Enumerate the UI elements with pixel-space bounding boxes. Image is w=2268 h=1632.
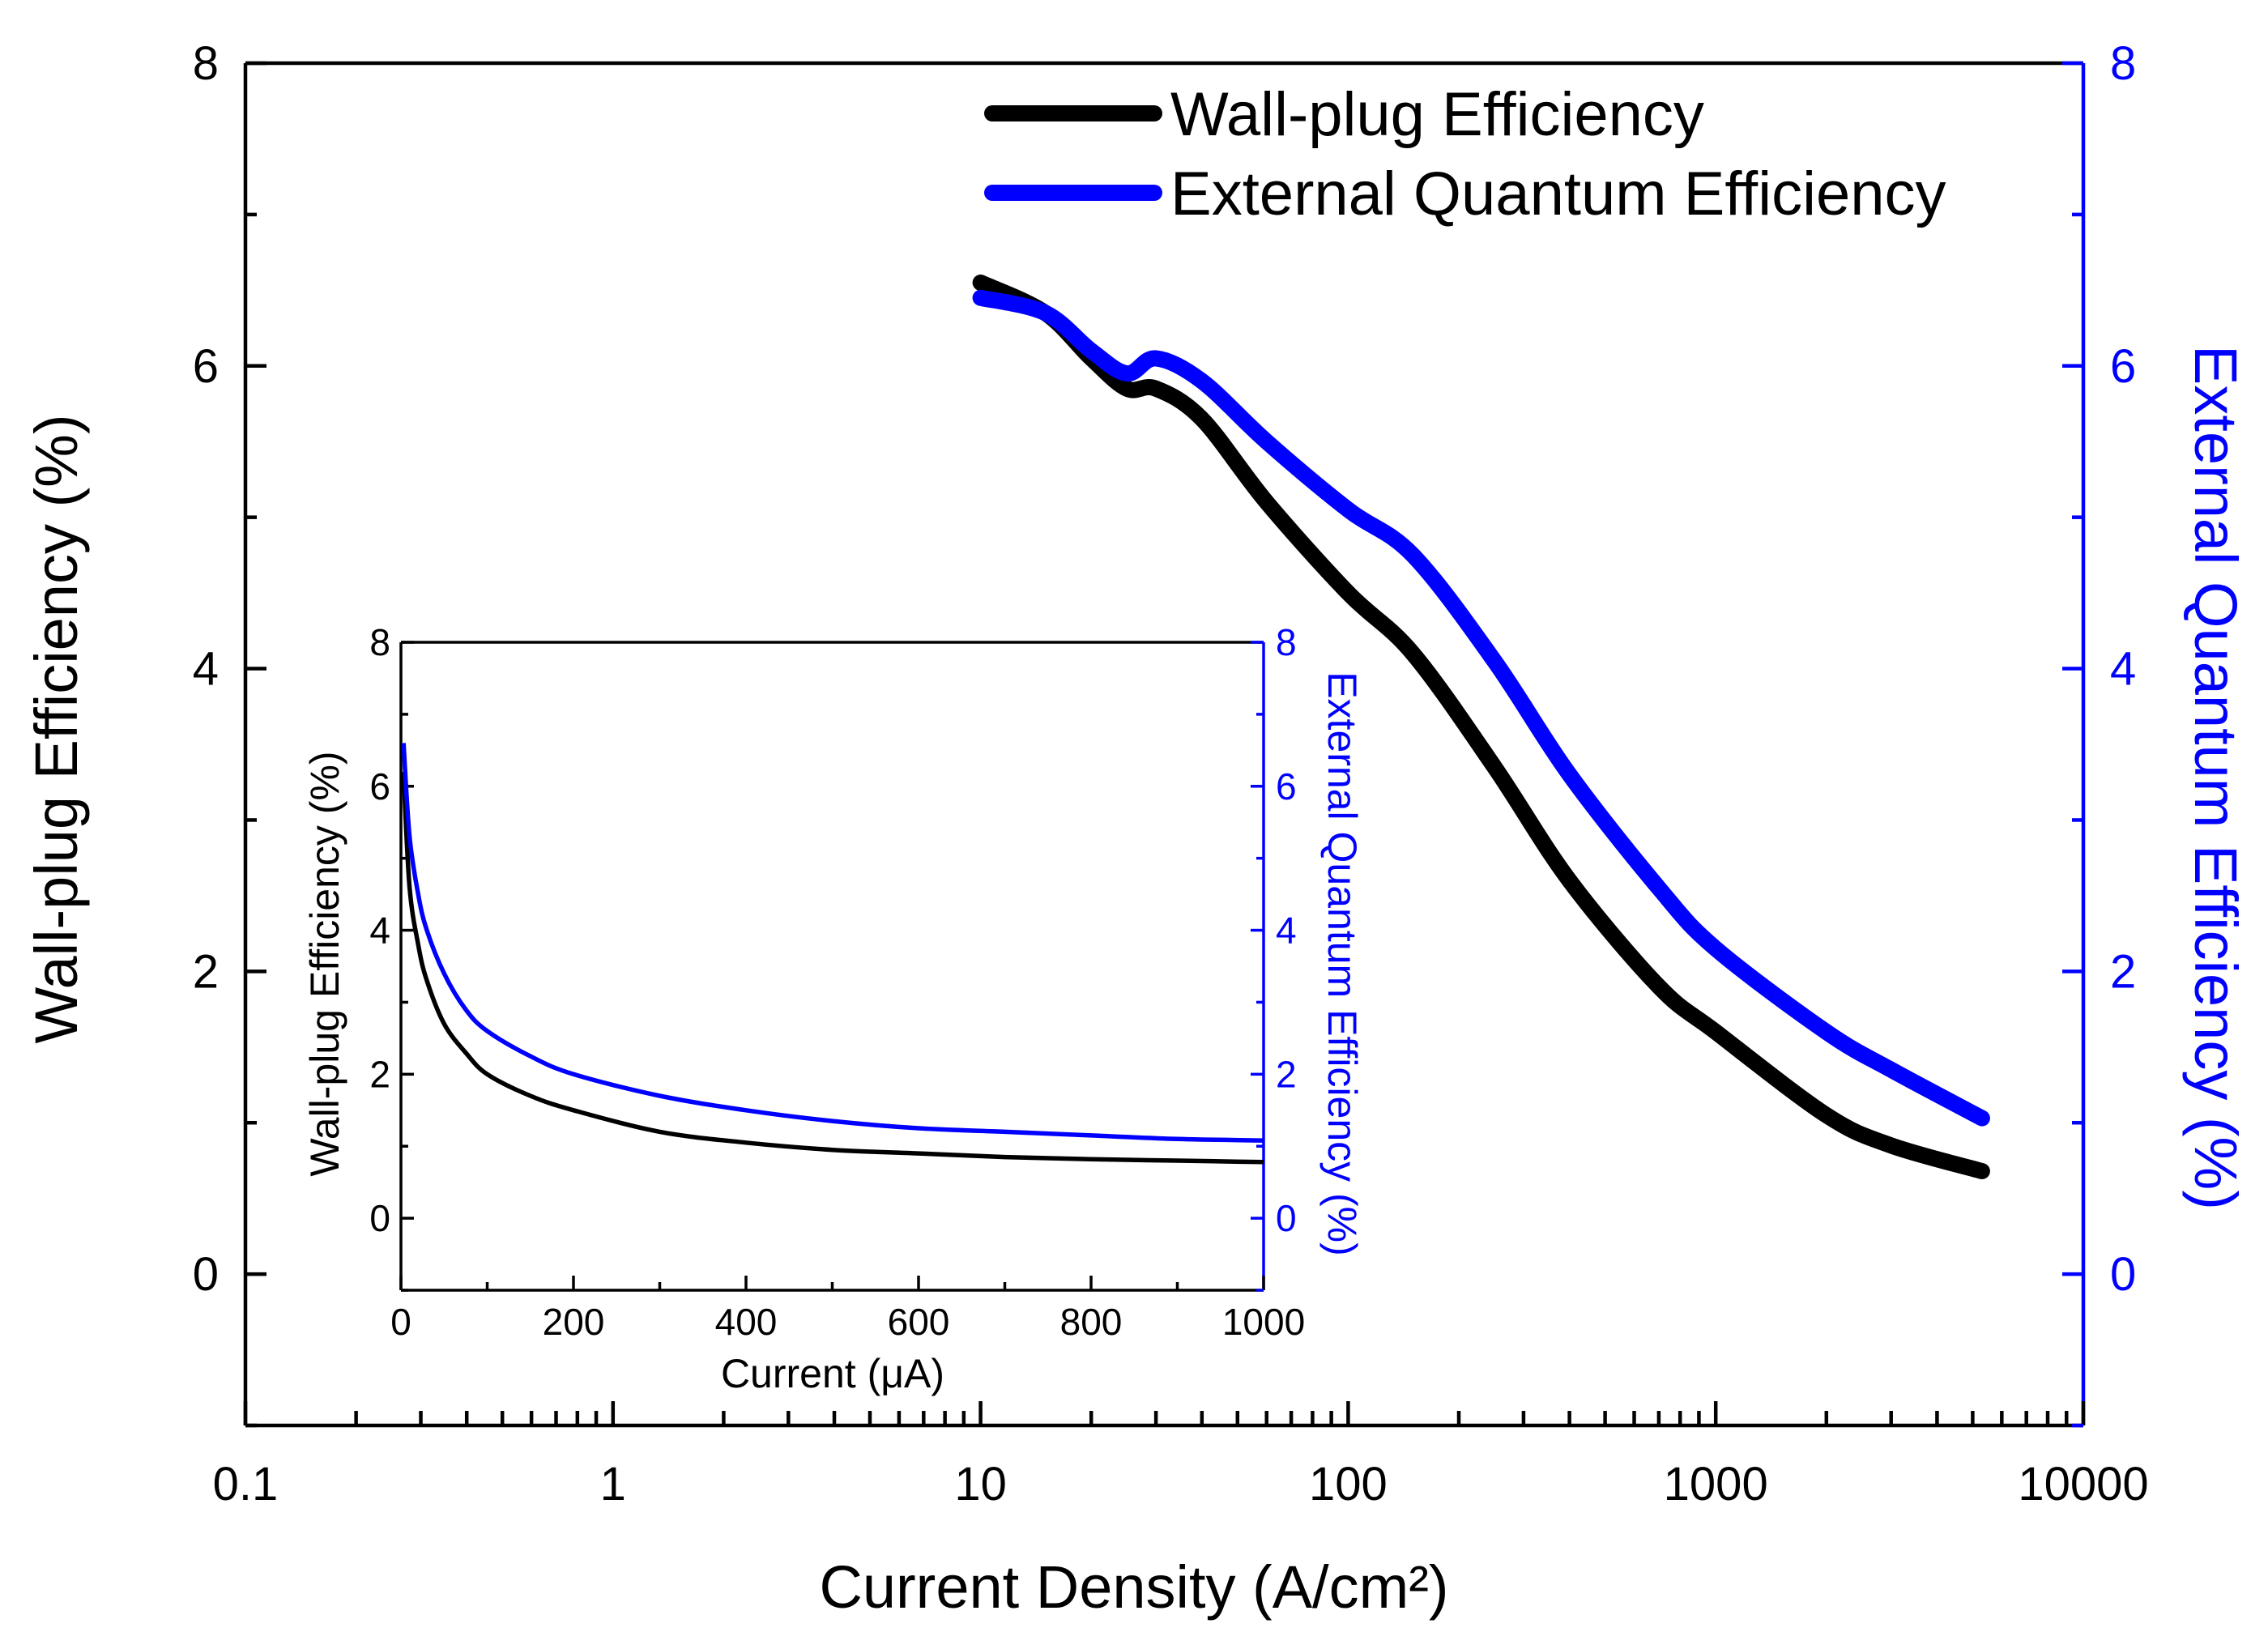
inset-y-ticks-left — [401, 641, 414, 1292]
main-y-right-tick-label: 6 — [2110, 340, 2136, 393]
inset-y-ticks-right — [1251, 641, 1264, 1292]
inset-y-right-tick-label: 4 — [1276, 910, 1297, 952]
inset-y-tick-labels-right: 0 2 4 6 8 — [1276, 621, 1297, 1239]
main-y-tick-label: 0 — [193, 1248, 219, 1301]
main-y-tick-label: 2 — [193, 945, 219, 998]
inset-y-right-tick-label: 2 — [1276, 1053, 1297, 1095]
inset-series-wall-plug-line — [401, 771, 1264, 1165]
inset-y-tick-label: 2 — [369, 1053, 390, 1095]
legend-label-eqe: External Quantum Efficiency — [1170, 160, 1946, 228]
inset-x-tick-label: 200 — [543, 1301, 605, 1343]
inset-y-right-tick-label: 8 — [1276, 621, 1297, 663]
inset-x-axis-label: Current (μA) — [721, 1351, 944, 1396]
main-x-tick-label: 1000 — [1664, 1458, 1768, 1511]
inset-x-tick-label: 800 — [1060, 1301, 1123, 1343]
inset-y-axis-label: Wall-plug Efficiency (%) — [302, 751, 347, 1176]
inset-y-right-tick-label: 6 — [1276, 765, 1297, 807]
main-plot: 0.1 1 10 100 1000 10000 0 2 4 6 8 0 2 4 … — [23, 37, 2249, 1621]
inset-series-eqe-line — [401, 743, 1264, 1143]
inset-x-tick-label: 0 — [390, 1301, 411, 1343]
main-x-tick-label: 10000 — [2018, 1458, 2148, 1511]
main-y-right-tick-label: 8 — [2110, 37, 2136, 90]
inset-x-ticks — [399, 1276, 1265, 1290]
legend: Wall-plug Efficiency External Quantum Ef… — [984, 80, 1946, 228]
main-y-right-tick-label: 2 — [2110, 945, 2136, 998]
inset-x-tick-label: 1000 — [1222, 1301, 1305, 1343]
main-series-wall-plug-line — [972, 275, 1990, 1179]
inset-y-tick-label: 8 — [369, 621, 390, 663]
inset-y-right-tick-label: 0 — [1276, 1197, 1297, 1239]
main-y-axis-label: Wall-plug Efficiency (%) — [23, 414, 90, 1043]
main-y-right-tick-label: 4 — [2110, 643, 2136, 696]
main-y-tick-label: 8 — [193, 37, 219, 90]
main-x-tick-label: 10 — [954, 1458, 1007, 1511]
main-x-tick-label: 0.1 — [213, 1458, 279, 1511]
inset-y-tick-label: 4 — [369, 910, 390, 952]
main-x-tick-label: 100 — [1309, 1458, 1388, 1511]
main-y-ticks-right — [2062, 61, 2083, 1428]
inset-y-tick-label: 6 — [369, 765, 390, 807]
inset-plot: 0 200 400 600 800 1000 0 2 4 6 8 0 2 4 6… — [302, 621, 1365, 1396]
inset-y-right-axis-label: External Quantum Efficiency (%) — [1319, 671, 1365, 1256]
main-y-ticks-left — [245, 61, 266, 1428]
inset-y-tick-labels-left: 0 2 4 6 8 — [369, 621, 390, 1239]
main-y-tick-label: 4 — [193, 643, 219, 696]
inset-x-tick-label: 400 — [715, 1301, 778, 1343]
main-y-right-tick-label: 0 — [2110, 1248, 2136, 1301]
inset-background — [401, 642, 1264, 1290]
inset-x-tick-labels: 0 200 400 600 800 1000 — [390, 1301, 1305, 1343]
main-x-tick-label: 1 — [600, 1458, 626, 1511]
main-x-tick-labels: 0.1 1 10 100 1000 10000 — [213, 1458, 2149, 1511]
main-y-tick-labels-left: 0 2 4 6 8 — [193, 37, 219, 1301]
main-series-eqe-line — [972, 289, 1990, 1127]
main-y-right-axis-label: External Quantum Efficiency (%) — [2182, 345, 2249, 1210]
legend-label-wall-plug: Wall-plug Efficiency — [1170, 80, 1704, 149]
inset-x-tick-label: 600 — [888, 1301, 950, 1343]
main-x-ticks — [243, 1401, 2086, 1425]
main-x-axis-label: Current Density (A/cm²) — [819, 1553, 1448, 1621]
main-y-tick-label: 6 — [193, 340, 219, 393]
main-y-tick-labels-right: 0 2 4 6 8 — [2110, 37, 2136, 1301]
inset-y-tick-label: 0 — [369, 1197, 390, 1239]
